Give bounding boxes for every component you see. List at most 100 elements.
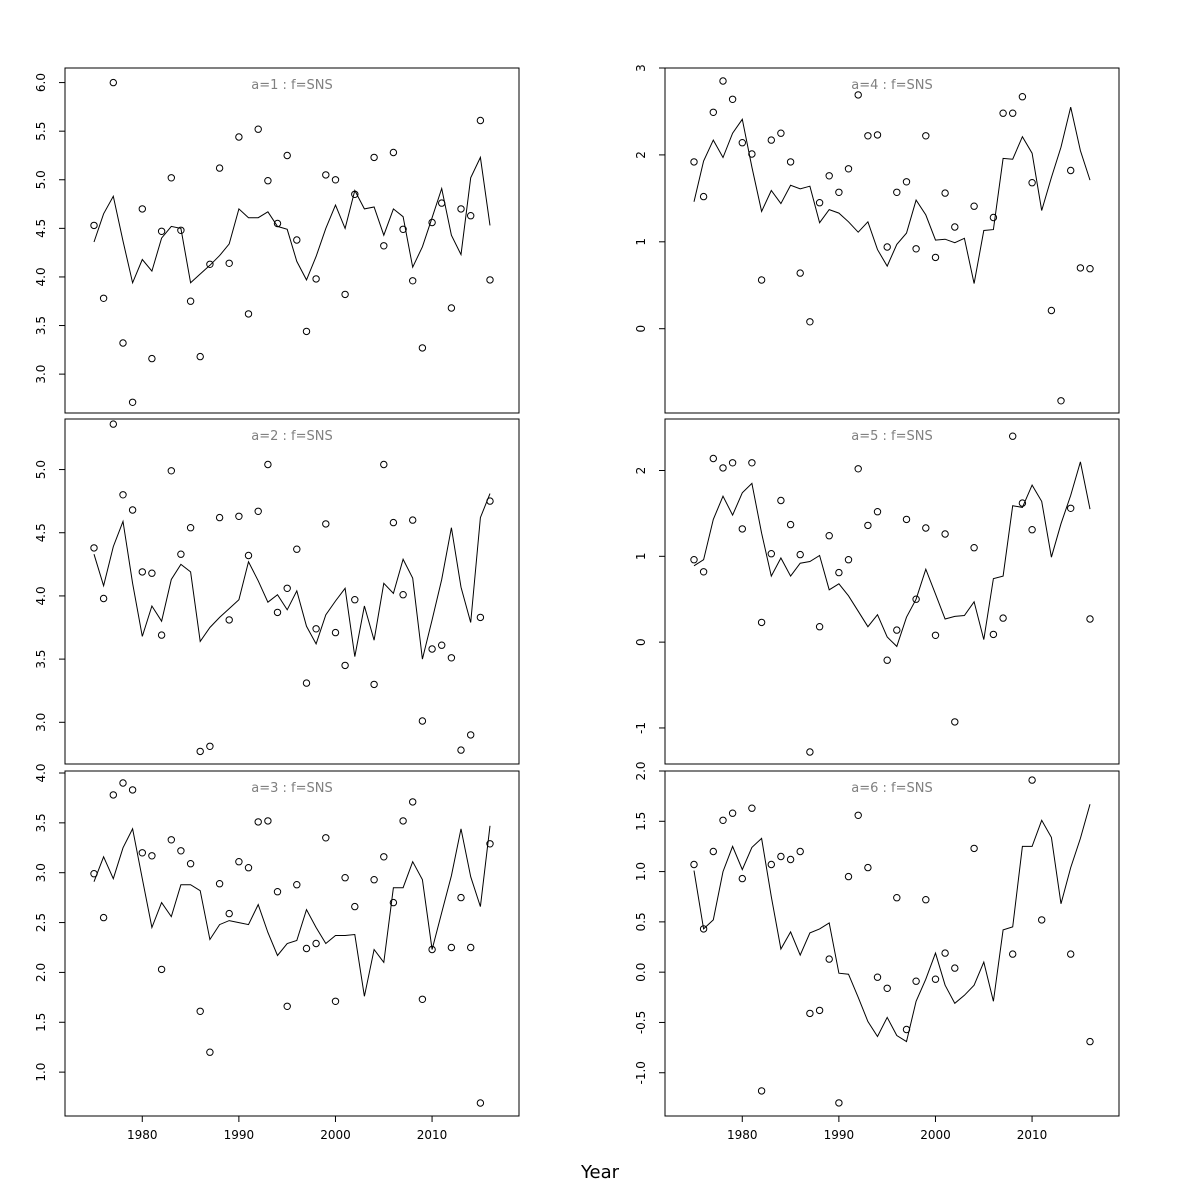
panel-5-ytick-label: 1.0 [34,1063,48,1082]
panel-1-point [486,276,494,284]
panel-1-point [341,290,349,299]
panel-3-point [293,545,301,553]
panel-1-point [467,212,475,220]
panel-1-point [264,177,272,185]
panel-3-ytick-label: 3.5 [34,650,48,669]
panel-1-ytick-label: 5.0 [34,170,48,189]
panel-6-point [941,949,949,957]
panel-5-point [244,864,253,872]
panel-2-point [1018,93,1027,101]
panel-4-point [835,568,843,577]
panel-4-point [951,718,959,726]
panel-6-point [883,984,891,992]
panel-4-point [796,550,804,559]
panel-3-point [99,594,108,603]
panel-6-ytick-label: -0.5 [634,1011,648,1034]
panel-2-point [796,269,804,277]
panel-2-point [922,132,930,140]
panel-2-point [999,109,1007,117]
panel-6-point [893,894,901,902]
panel-3-point [273,608,282,617]
panel-1-point [186,297,195,305]
panel-5-point [119,779,127,787]
panel-4-point [873,508,882,516]
panel-3-title: a=2 : f=SNS [251,429,332,444]
panel-5-point [486,840,494,848]
panel-3-ytick-label: 4.0 [34,586,48,605]
panel-3-point [331,628,340,637]
panel-5-xtick-label: 2000 [320,1128,351,1142]
panel-5-point [138,849,147,857]
panel-6-point [873,973,882,981]
panel-2-point [738,139,746,147]
panel-4-point [719,464,727,472]
panel-3-point [370,680,378,689]
panel-2-title: a=4 : f=SNS [851,78,932,93]
panel-4-point [999,614,1007,622]
panel-3-point [486,497,494,505]
panel-5-point [409,798,417,806]
panel-5-point [225,909,233,918]
panel-3-point [157,631,166,639]
panel-4-point [893,626,901,634]
panel-6-point [767,860,775,869]
panel-1-point [128,398,137,406]
panel-3-point [206,742,214,750]
panel-3-ytick-label: 5.0 [34,460,48,479]
panel-2-point [902,178,911,186]
panel-4-point [854,465,862,473]
panel-2-ytick-label: 0 [634,325,648,333]
panel-4-title: a=5 : f=SNS [851,429,932,444]
panel-4-point [1009,432,1017,440]
panel-1-point [225,259,233,267]
panel-3-point [322,520,330,528]
panel-2-point [1067,166,1075,175]
panel-2-point [1086,265,1094,273]
panel-5-point [389,898,398,907]
panel-6-point [738,874,746,883]
panel-6-xtick-label: 1980 [727,1128,758,1142]
panel-6-point [844,872,853,881]
panel-1-point [418,344,427,352]
panel-1-point [157,227,166,236]
panel-3-point [90,544,98,552]
panel-3-point [225,616,233,624]
panel-1-point [254,125,262,133]
panel-1-title: a=1 : f=SNS [251,78,332,93]
panel-2-point [989,213,998,222]
panel-2-point [835,188,843,197]
panel-3-point [438,641,446,649]
panel-5-point [109,791,118,799]
panel-4-point [690,556,698,564]
panel-5-ytick-label: 1.5 [34,1013,48,1032]
panel-5-point [322,834,330,842]
panel-6-ytick-label: 0.5 [634,912,648,931]
panel-4-point [786,520,795,529]
panel-1-point [447,304,456,312]
panel-5-point [254,818,262,826]
panel-6-point [796,847,804,856]
panel-5-point [128,786,137,794]
panel-6-ytick-label: 0.0 [634,963,648,982]
panel-4-point [941,530,949,538]
panel-5-point [167,836,176,844]
panel-2-frame [664,67,1120,414]
panel-5-point [457,893,465,902]
panel-5-point [370,876,378,884]
panel-4-point [815,623,824,631]
panel-2-point [786,158,795,166]
panel-5-point [302,944,311,953]
panel-6-point [690,860,698,869]
panel-4-point [989,630,998,639]
panel-4-point [825,532,833,540]
panel-1-point [428,218,436,227]
panel-3-point [476,613,485,622]
panel-6-point [806,1009,814,1018]
panel-5-point [206,1048,214,1056]
panel-5-point [99,913,108,922]
panel-6-point [1028,776,1036,784]
panel-2-point [815,199,824,207]
panel-2-point [864,132,872,140]
panel-3-point [457,746,465,754]
